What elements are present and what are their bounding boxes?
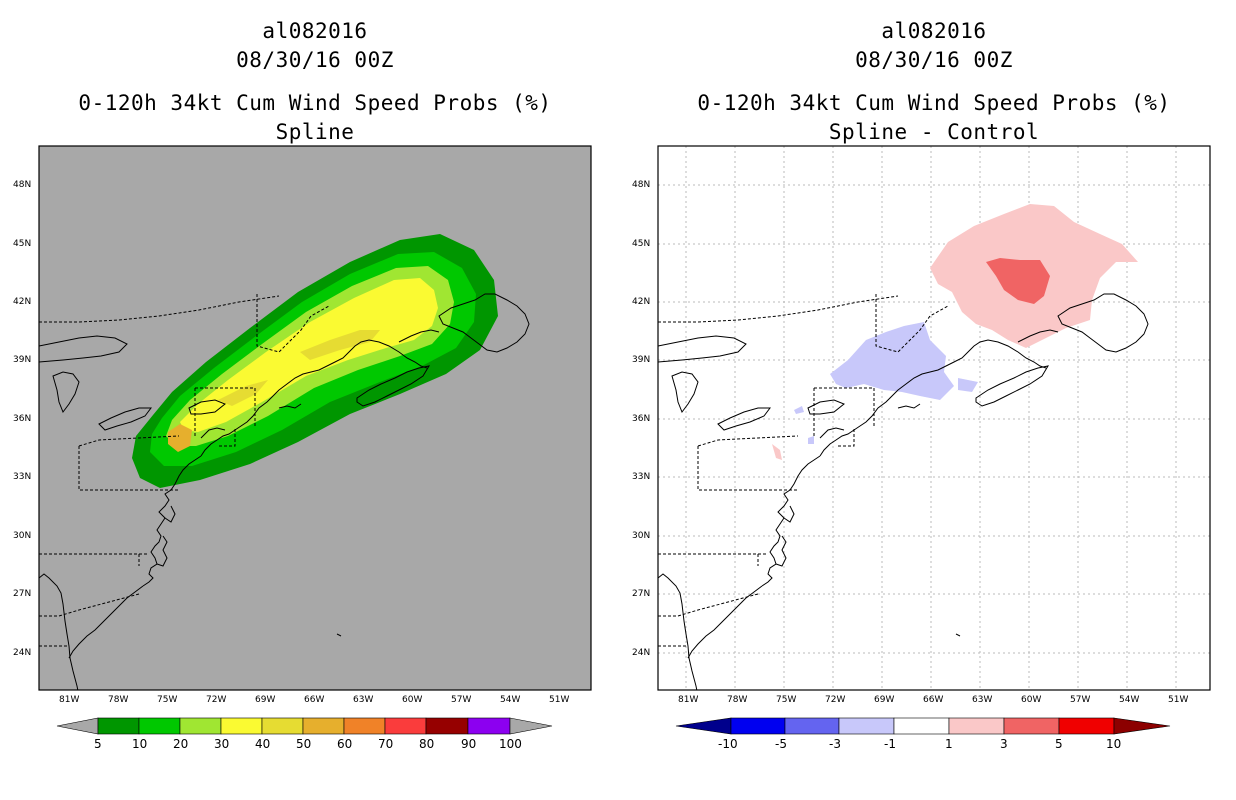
left-colorbar-label: 50 [296,737,312,751]
left-lon-label: 75W [157,695,178,705]
right-map-frame [657,145,1211,691]
left-lon-label: 51W [549,695,570,705]
right-colorbar-over [1113,717,1171,735]
right-colorbar-bin [1003,717,1060,735]
right-datetime: 08/30/16 00Z [855,48,1013,72]
left-lon-label: 69W [255,695,276,705]
right-lon-label: 66W [923,695,944,705]
left-lon-label: 63W [353,695,374,705]
right-lon-label: 72W [825,695,846,705]
left-lat-label: 39N [13,355,32,365]
left-map-frame [38,145,592,691]
right-diff-contours [772,204,1138,460]
right-colorbar-bin [893,717,950,735]
left-colorbar-label: 80 [419,737,435,751]
right-colorbar-bin [838,717,895,735]
right-lat-label: 27N [632,589,651,599]
right-lon-label: 57W [1070,695,1091,705]
right-lat-label: 42N [632,297,651,307]
left-colorbar-label: 40 [255,737,271,751]
right-subtitle: Spline - Control [828,120,1040,144]
right-map [657,145,1211,691]
right-colorbar-label: 3 [1000,737,1008,751]
left-colorbar-bin [425,717,469,735]
right-colorbar-label: -10 [718,737,738,751]
left-lon-label: 54W [500,695,521,705]
left-colorbar-bin [97,717,140,735]
right-lon-label: 69W [874,695,895,705]
left-colorbar-label: 70 [378,737,394,751]
right-colorbar-label: -1 [884,737,896,751]
left-storm-id: al082016 [262,19,368,43]
right-product-title: 0-120h 34kt Cum Wind Speed Probs (%) [697,91,1171,115]
left-product-title: 0-120h 34kt Cum Wind Speed Probs (%) [78,91,552,115]
left-colorbar-bin [138,717,181,735]
left-lon-label: 66W [304,695,325,705]
right-lat-label: 45N [632,239,651,249]
right-colorbar-bin [784,717,840,735]
left-colorbar-over [509,717,553,735]
left-lat-label: 42N [13,297,32,307]
left-subtitle: Spline [275,120,355,144]
left-colorbar-label: 20 [173,737,189,751]
left-colorbar-label: 90 [461,737,477,751]
left-colorbar-bin [343,717,386,735]
left-colorbar-label: 5 [94,737,102,751]
right-lon-label: 60W [1021,695,1042,705]
right-lon-label: 75W [776,695,797,705]
left-lat-label: 27N [13,589,32,599]
left-map [38,145,592,691]
right-lat-label: 24N [632,648,651,658]
left-lon-label: 78W [108,695,129,705]
right-lat-label: 36N [632,414,651,424]
left-colorbar-bin [467,717,511,735]
left-colorbar-bin [384,717,427,735]
left-colorbar-bin [261,717,304,735]
left-colorbar-label: 30 [214,737,230,751]
left-lon-label: 60W [402,695,423,705]
right-map-background [658,146,1210,690]
left-lat-label: 48N [13,180,32,190]
left-lat-label: 45N [13,239,32,249]
right-lon-label: 78W [727,695,748,705]
left-lon-label: 81W [59,695,80,705]
right-gridlines [658,146,1210,690]
right-lat-label: 30N [632,531,651,541]
right-lon-label: 54W [1119,695,1140,705]
left-colorbar-bin [302,717,345,735]
right-lon-label: 51W [1168,695,1189,705]
right-storm-id: al082016 [881,19,987,43]
left-datetime: 08/30/16 00Z [236,48,394,72]
right-lat-label: 48N [632,180,651,190]
left-colorbar-under [56,717,99,735]
right-lat-label: 39N [632,355,651,365]
right-colorbar-label: 5 [1055,737,1063,751]
left-lon-label: 57W [451,695,472,705]
right-colorbar-label: -5 [775,737,787,751]
left-lat-label: 33N [13,472,32,482]
right-colorbar-bin [948,717,1005,735]
left-prob-contours [132,234,498,488]
left-lat-label: 30N [13,531,32,541]
left-colorbar-label: 10 [132,737,148,751]
left-colorbar-label: 100 [499,737,522,751]
left-colorbar [56,717,553,735]
right-colorbar-under [675,717,732,735]
right-lat-label: 33N [632,472,651,482]
right-colorbar-bin [1058,717,1115,735]
left-colorbar-bin [179,717,222,735]
left-lat-label: 36N [13,414,32,424]
left-colorbar-label: 60 [337,737,353,751]
left-lat-label: 24N [13,648,32,658]
right-colorbar-bin [730,717,786,735]
right-lon-label: 63W [972,695,993,705]
right-colorbar-label: 1 [945,737,953,751]
right-lon-label: 81W [678,695,699,705]
left-colorbar-bin [220,717,263,735]
left-lon-label: 72W [206,695,227,705]
right-colorbar-label: -3 [829,737,841,751]
right-colorbar-label: 10 [1106,737,1122,751]
right-colorbar [675,717,1171,735]
